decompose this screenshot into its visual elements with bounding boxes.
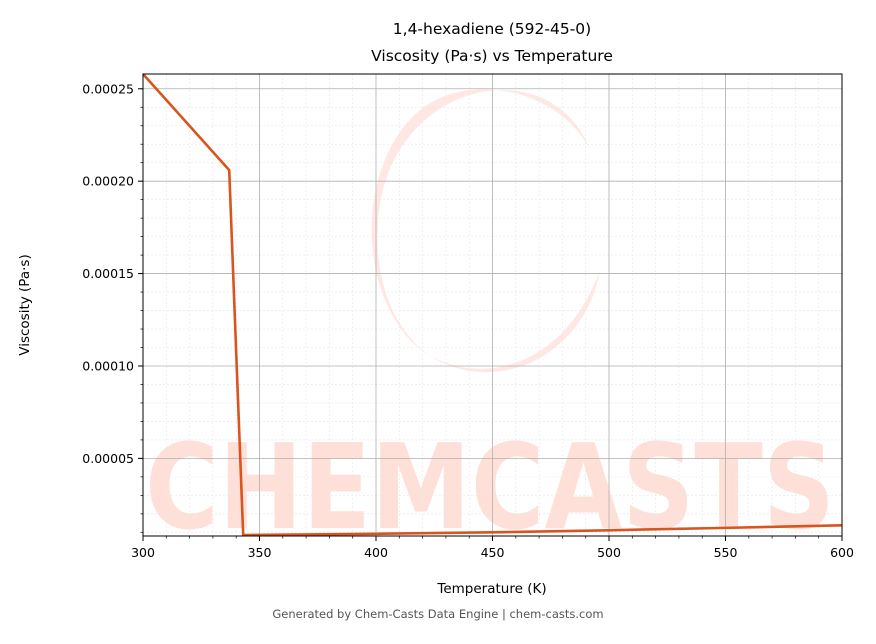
chemcasts-watermark: CHEMCASTS: [145, 89, 835, 556]
chart: CHEMCASTS 300 350 400 450 500 550 600 0.000050…: [17, 20, 854, 597]
x-tick-label: 400: [364, 545, 388, 560]
y-tick-label: 0.00020: [82, 174, 134, 189]
x-tick-label: 600: [830, 545, 854, 560]
watermark-swirl: [371, 89, 600, 373]
viscosity-line: [142, 73, 843, 537]
x-axis-label: Temperature (K): [436, 581, 546, 597]
x-axis: 300 350 400 450 500 550 600: [131, 536, 854, 560]
x-tick-label: 350: [248, 545, 272, 560]
x-tick-label: 500: [597, 545, 621, 560]
chart-title: 1,4-hexadiene (592-45-0): [393, 20, 591, 38]
y-tick-label: 0.00015: [82, 266, 134, 281]
chart-subtitle: Viscosity (Pa·s) vs Temperature: [371, 47, 613, 65]
plot-area: [142, 73, 843, 537]
y-tick-label: 0.00010: [82, 358, 134, 373]
y-tick-label: 0.00005: [82, 451, 134, 466]
x-tick-label: 300: [131, 545, 155, 560]
x-tick-label: 450: [481, 545, 505, 560]
y-axis: 0.00005 0.00010 0.00015 0.00020 0.00025: [82, 81, 143, 533]
y-axis-label: Viscosity (Pa·s): [17, 254, 33, 355]
x-tick-label: 550: [714, 545, 738, 560]
footer-credit: Generated by Chem-Casts Data Engine | ch…: [272, 607, 604, 621]
y-tick-label: 0.00025: [82, 81, 134, 96]
